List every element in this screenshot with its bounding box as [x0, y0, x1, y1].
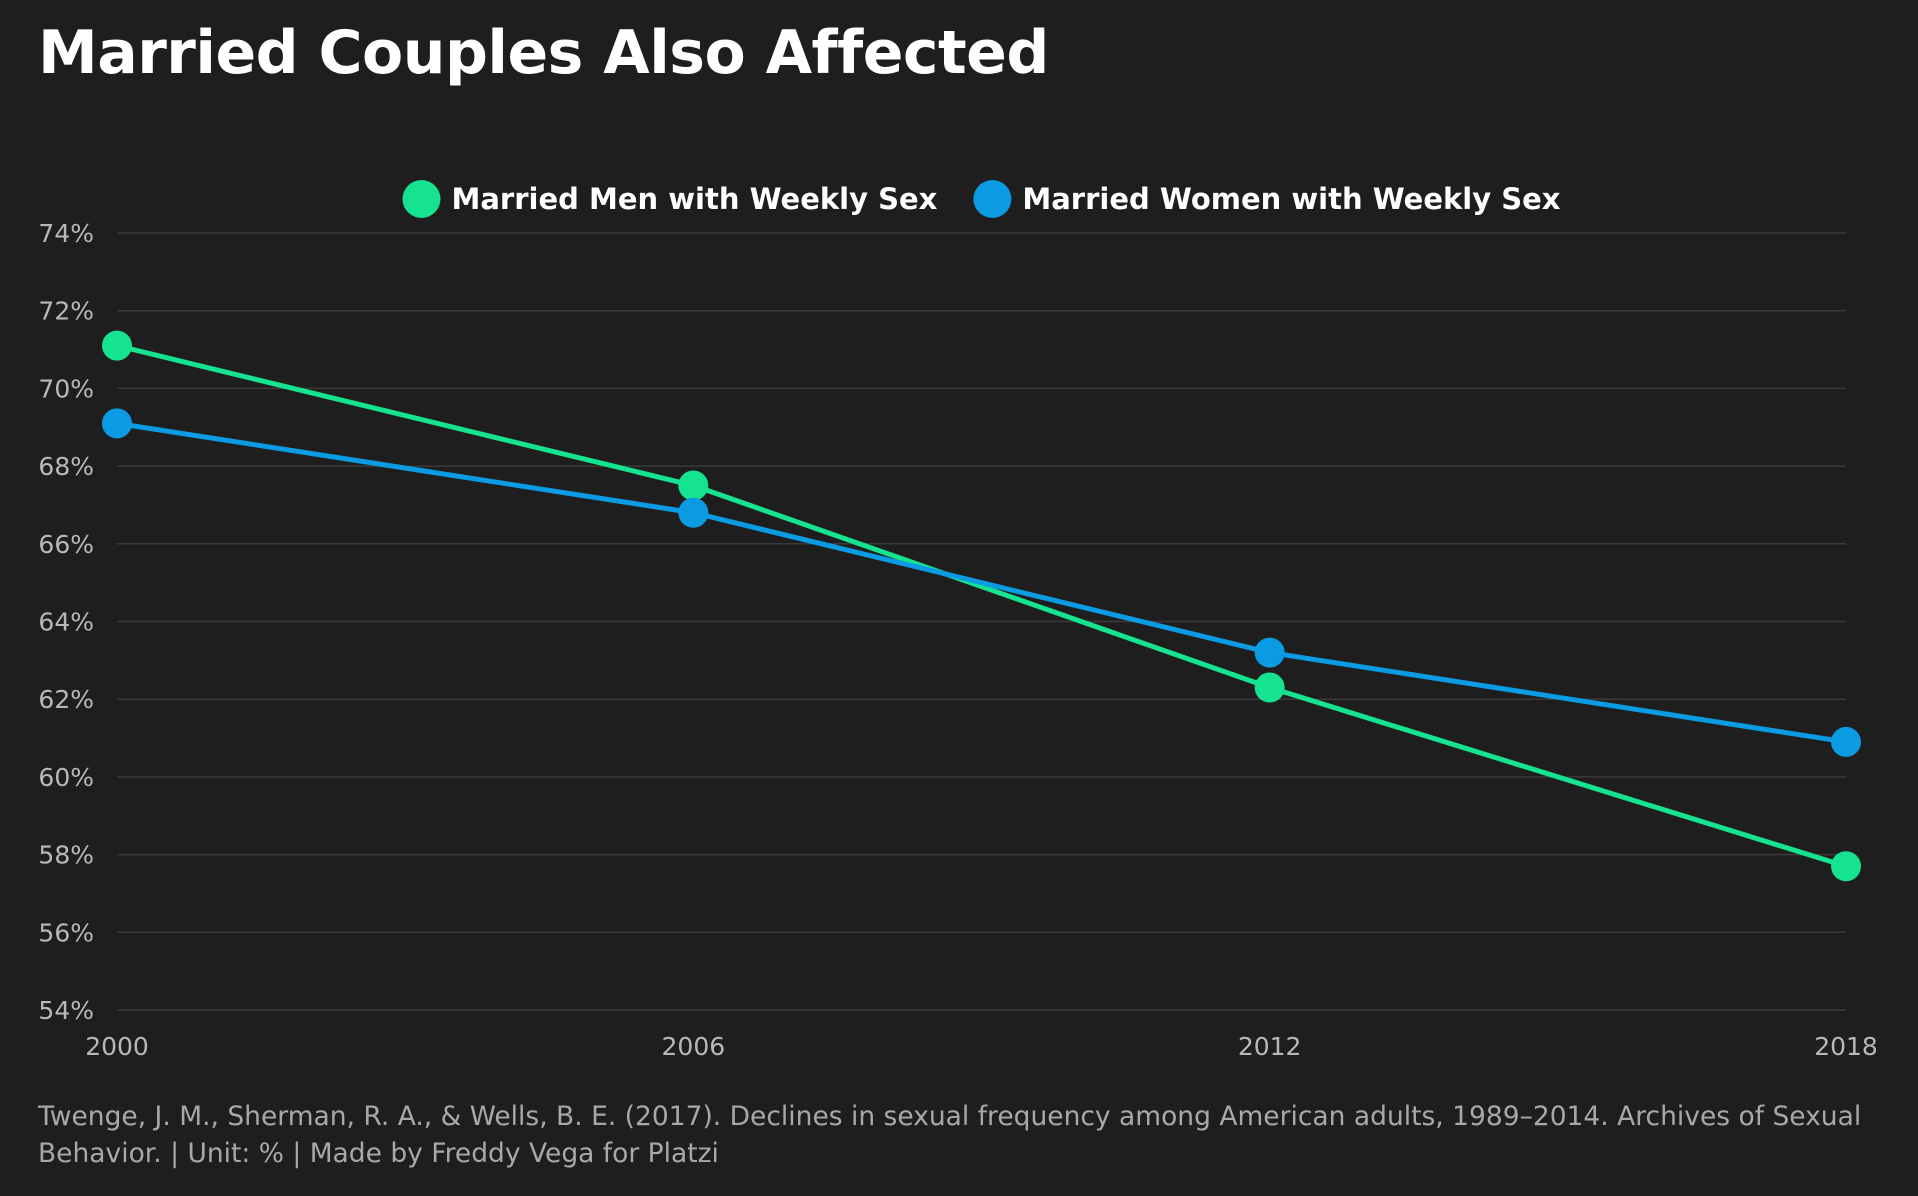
series-lines: [102, 330, 1861, 882]
x-axis-ticks: 2000 2006 2012 2018: [85, 1032, 1878, 1061]
y-tick-label-74: 74%: [38, 219, 94, 248]
legend-item-1: Married Women with Weekly Sex: [973, 180, 1561, 218]
x-tick-label-2006: 2006: [662, 1032, 726, 1061]
legend-marker-0: [402, 180, 441, 218]
data-point-0-2018: [1831, 851, 1861, 882]
y-tick-label-72: 72%: [38, 297, 94, 326]
data-point-1-2018: [1831, 726, 1861, 757]
y-tick-label-54: 54%: [38, 996, 94, 1025]
data-point-0-2012: [1254, 672, 1285, 703]
data-point-0-2000: [102, 330, 132, 361]
y-tick-label-68: 68%: [38, 452, 94, 481]
y-tick-label-64: 64%: [38, 608, 94, 637]
y-tick-label-58: 58%: [38, 841, 94, 870]
source-note: Twenge, J. M., Sherman, R. A., & Wells, …: [38, 1101, 1862, 1169]
grid-lines: [117, 232, 1846, 1011]
x-tick-label-2018: 2018: [1814, 1032, 1878, 1061]
data-point-0-2006: [678, 470, 709, 501]
y-tick-label-70: 70%: [38, 374, 94, 403]
legend-item-0: Married Men with Weekly Sex: [402, 180, 938, 218]
data-point-1-2012: [1254, 637, 1285, 668]
series-line-1: [114, 420, 1849, 745]
y-tick-label-66: 66%: [38, 530, 94, 559]
x-tick-label-2012: 2012: [1238, 1032, 1302, 1061]
legend-marker-1: [973, 180, 1012, 218]
legend-label-1: Married Women with Weekly Sex: [1022, 182, 1560, 216]
y-tick-label-62: 62%: [38, 685, 94, 714]
y-tick-label-60: 60%: [38, 763, 94, 792]
y-axis-ticks: 54% 56% 58% 60% 62% 64% 66% 68% 70% 72% 74%: [38, 219, 94, 1025]
legend: Married Men with Weekly Sex Married Women…: [402, 180, 1561, 218]
y-tick-label-56: 56%: [38, 918, 94, 947]
data-point-1-2006: [678, 497, 709, 528]
data-point-1-2000: [102, 408, 132, 439]
chart-title: Married Couples Also Affected: [38, 18, 1049, 88]
x-tick-label-2000: 2000: [85, 1032, 149, 1061]
legend-label-0: Married Men with Weekly Sex: [451, 182, 937, 216]
series-line-0: [114, 343, 1849, 869]
